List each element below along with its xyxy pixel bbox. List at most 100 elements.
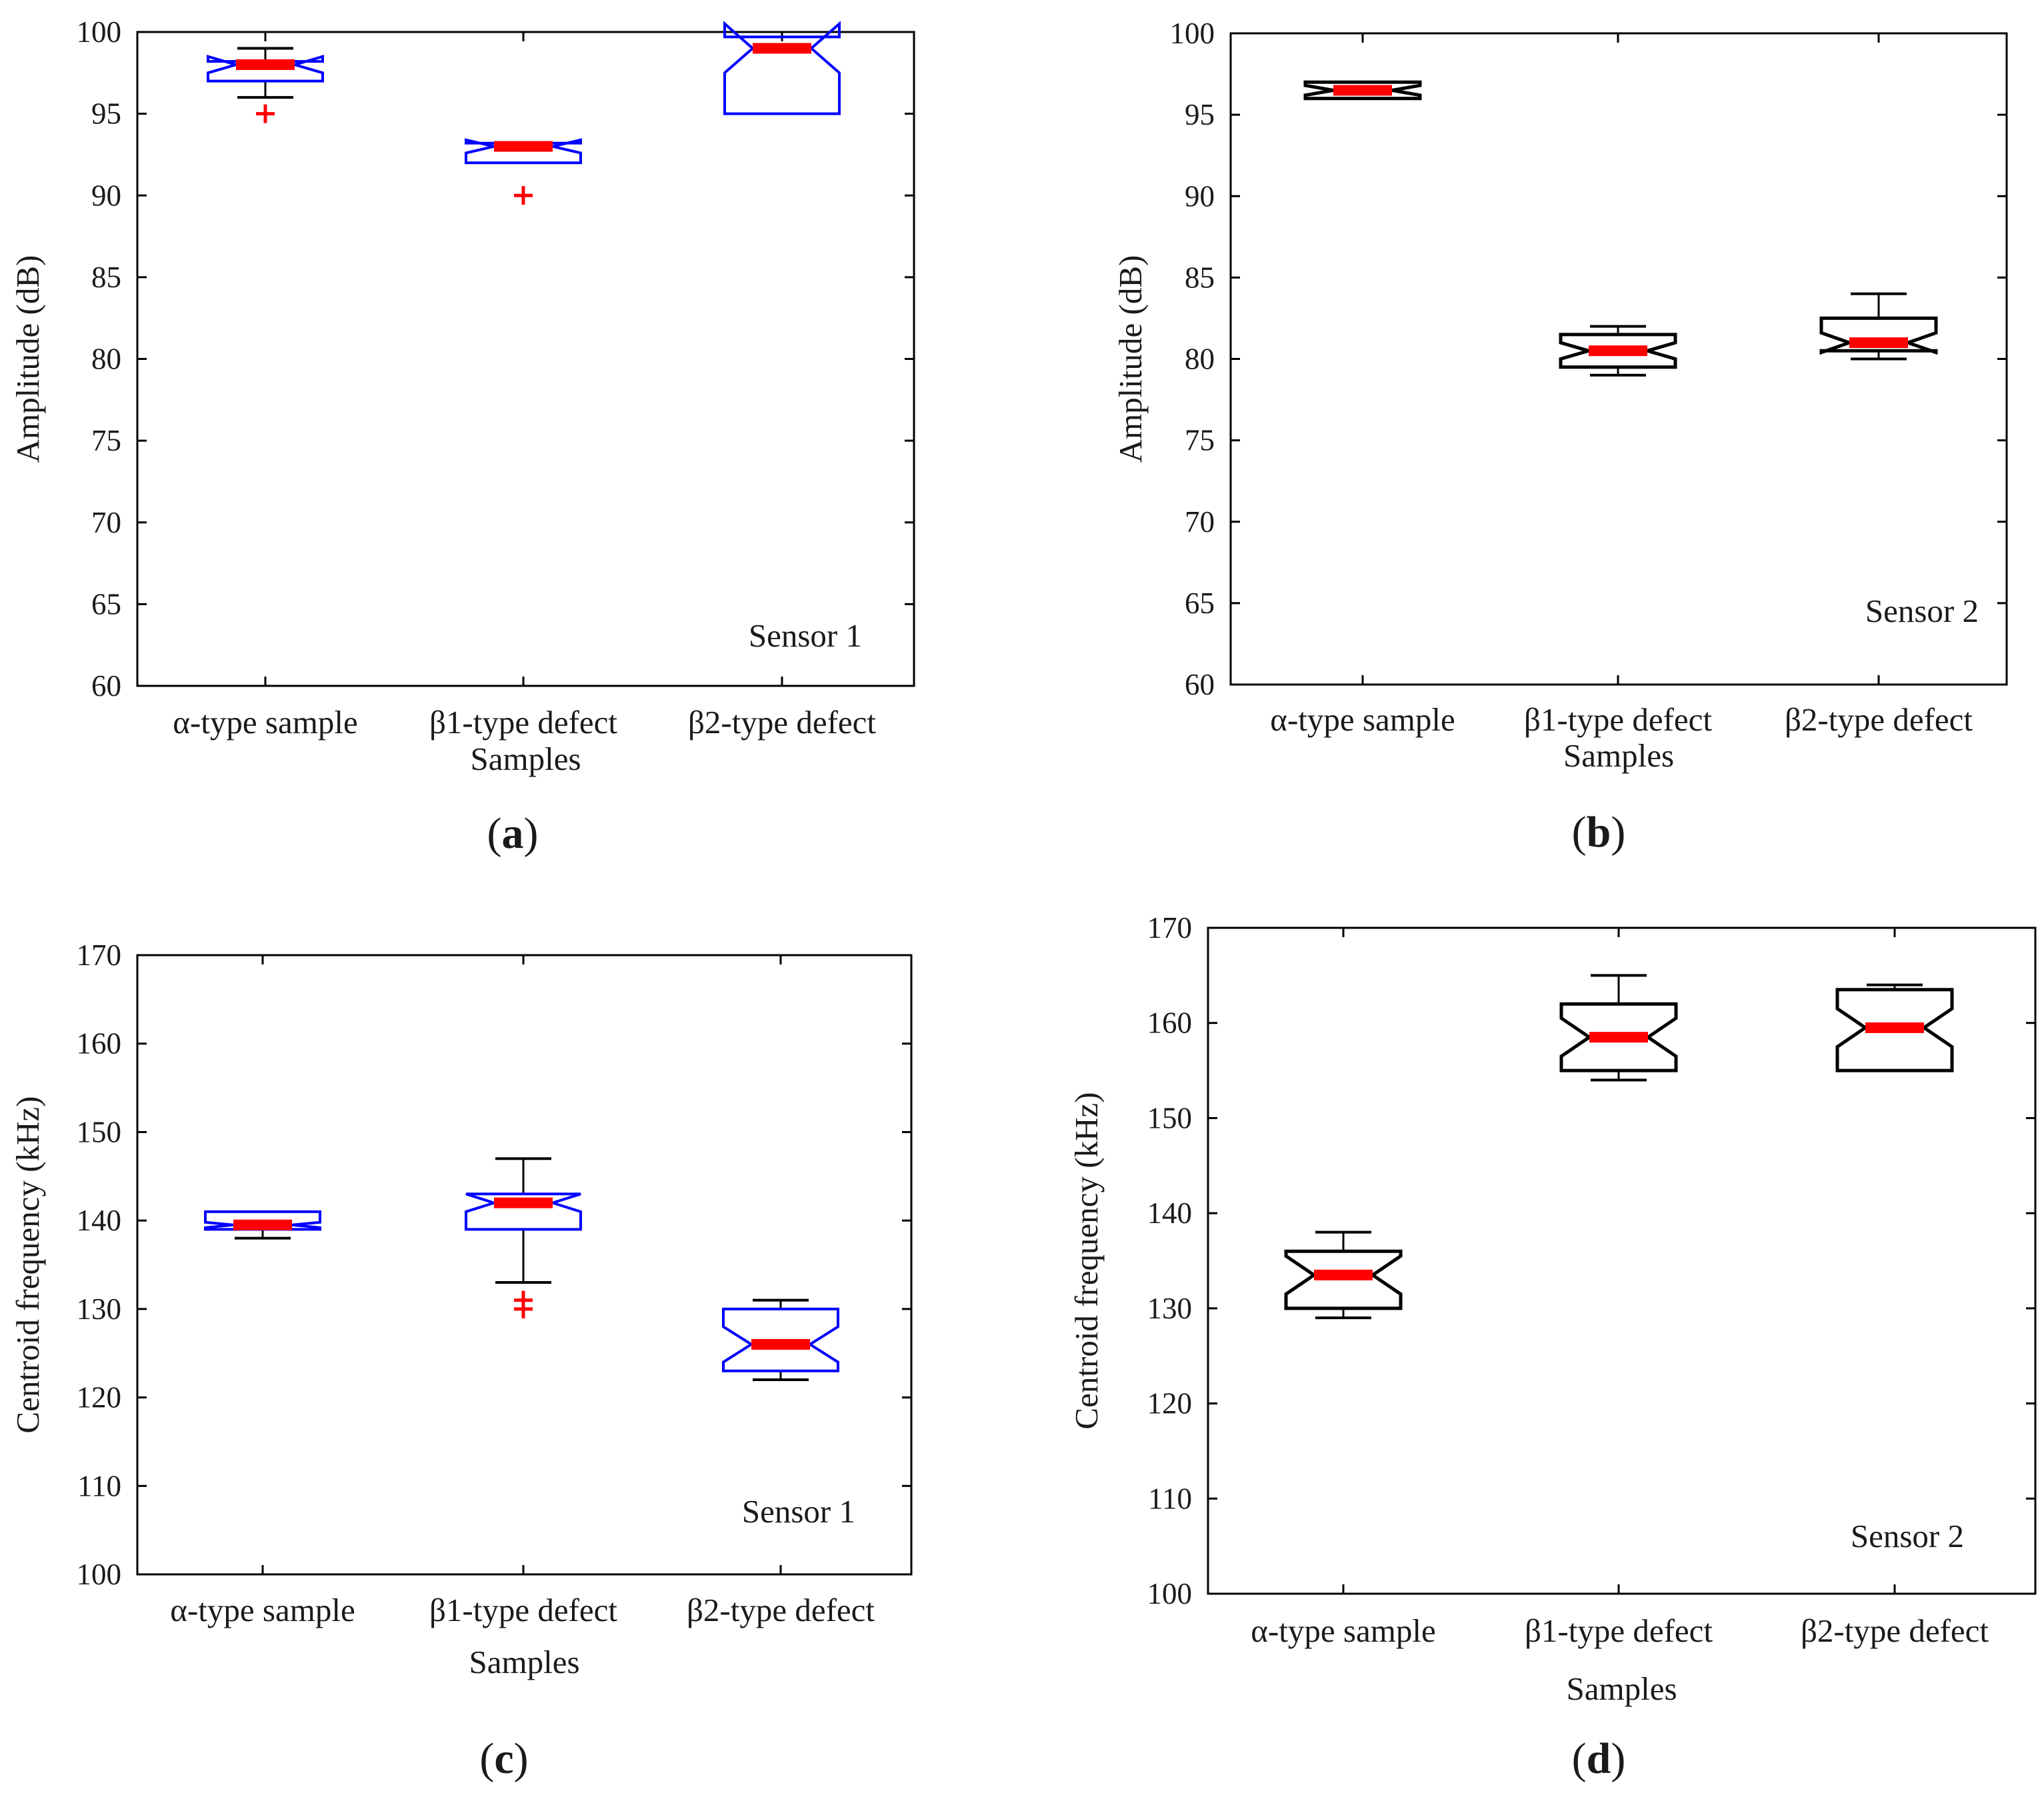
panel-letter: (b): [1572, 808, 1626, 857]
y-tick-label: 160: [77, 1027, 122, 1060]
notched-box: [1835, 988, 1954, 1072]
sensor-label: Sensor 2: [1851, 1518, 1964, 1554]
y-tick-label: 140: [77, 1204, 122, 1237]
x-category-label: α-type sample: [1251, 1612, 1435, 1649]
panel-letter-value: b: [1587, 808, 1611, 857]
x-category-label: β2-type defect: [1785, 701, 1973, 738]
outlier-marker: [256, 104, 275, 123]
y-tick-label: 140: [1147, 1196, 1193, 1230]
x-axis-label: Samples: [470, 741, 581, 777]
box-3: [1819, 292, 1938, 361]
y-tick-label: 130: [1147, 1292, 1193, 1325]
y-tick-label: 90: [1185, 179, 1215, 213]
y-axis-label: Centroid frequency (kHz): [9, 1096, 46, 1433]
y-tick-label: 65: [1185, 587, 1215, 620]
x-category-label: β2-type defect: [1801, 1612, 1989, 1649]
sensor-label: Sensor 1: [749, 617, 862, 654]
y-tick-label: 170: [1147, 911, 1193, 944]
notched-box: [1819, 316, 1938, 355]
y-tick-label: 85: [1185, 261, 1215, 294]
box-1: [204, 1210, 321, 1240]
y-tick-label: 65: [91, 587, 121, 621]
panel-letter: (c): [479, 1734, 528, 1783]
y-tick-label: 160: [1147, 1006, 1193, 1040]
box-1: [1303, 80, 1422, 101]
x-category-label: α-type sample: [170, 1592, 355, 1628]
x-category-label: α-type sample: [1270, 701, 1455, 738]
y-tick-label: 130: [77, 1292, 122, 1326]
notched-box: [1559, 333, 1677, 369]
x-category-label: β1-type defect: [429, 704, 617, 741]
notched-box: [1559, 1002, 1678, 1072]
panel-letter: (a): [487, 809, 539, 858]
x-axis-label: Samples: [469, 1644, 579, 1680]
x-axis-label: Samples: [1566, 1670, 1677, 1707]
panel-c: 100 110 120 130 140 150 160 170 α-type sample β1-…: [9, 938, 913, 1680]
y-tick-label: 100: [1170, 17, 1215, 50]
y-tick-label: 110: [77, 1469, 121, 1502]
y-tick-label: 150: [1147, 1101, 1193, 1134]
box-2: [1559, 974, 1678, 1082]
x-category-label: β2-type defect: [688, 704, 876, 741]
box-3: [1835, 983, 1954, 1072]
y-tick-label: 70: [1185, 505, 1215, 539]
y-tick-label: 60: [1185, 668, 1215, 701]
y-tick-label: 85: [91, 261, 121, 294]
y-tick-label: 60: [91, 669, 121, 703]
x-category-label: α-type sample: [173, 704, 357, 741]
notched-box: [1303, 80, 1422, 101]
notched-box: [465, 138, 582, 165]
panel-letter-value: a: [502, 809, 524, 858]
notched-box: [723, 21, 841, 115]
box-3: [722, 1298, 839, 1382]
panel-d: 100 110 120 130 140 150 160 170 α-type sample β1-…: [1068, 911, 2037, 1707]
box-2: [465, 138, 582, 205]
y-axis-label: Amplitude (dB): [1112, 255, 1149, 463]
box-1: [1284, 1230, 1403, 1320]
notched-box: [204, 1210, 321, 1231]
x-category-label: β1-type defect: [1525, 1612, 1713, 1649]
y-tick-label: 150: [77, 1115, 122, 1148]
box-1: [207, 47, 324, 123]
x-category-label: β1-type defect: [429, 1592, 617, 1628]
panel-b: 60 65 70 75 80 85 90 95 100 α-type sample β1-type …: [1112, 17, 2008, 774]
y-tick-label: 170: [77, 938, 122, 972]
y-tick-label: 120: [1147, 1387, 1193, 1420]
notched-box: [1284, 1249, 1403, 1310]
x-category-label: β1-type defect: [1524, 701, 1712, 738]
y-tick-label: 100: [77, 1558, 122, 1591]
sensor-label: Sensor 2: [1865, 593, 1979, 629]
notched-box: [465, 1192, 582, 1231]
y-tick-label: 75: [1185, 424, 1215, 457]
y-tick-label: 80: [1185, 343, 1215, 376]
y-tick-label: 90: [91, 179, 121, 212]
panel-letter-value: d: [1587, 1734, 1611, 1783]
y-tick-label: 100: [1147, 1577, 1193, 1610]
panel-a: 60 65 70 75 80 85 90 95 100 α-type sample β1-type …: [9, 15, 915, 777]
x-category-label: β2-type defect: [687, 1592, 875, 1628]
y-axis-label: Amplitude (dB): [9, 255, 46, 463]
panel-letter: (d): [1572, 1734, 1626, 1783]
outlier-marker: [514, 186, 533, 205]
plot-frame: [136, 31, 915, 687]
box-2: [465, 1157, 582, 1318]
y-tick-label: 100: [77, 15, 122, 49]
plot-frame: [1207, 926, 2037, 1595]
box-2: [1559, 325, 1677, 377]
y-axis-label: Centroid frequency (kHz): [1068, 1092, 1105, 1429]
sensor-label: Sensor 1: [742, 1493, 855, 1530]
y-tick-label: 120: [77, 1381, 122, 1414]
outlier-marker: [514, 1290, 533, 1310]
box-3: [723, 21, 841, 115]
notched-box: [722, 1307, 839, 1372]
y-tick-label: 95: [1185, 98, 1215, 131]
y-tick-label: 95: [91, 97, 121, 131]
y-tick-label: 70: [91, 506, 121, 539]
panel-letter-value: c: [494, 1734, 513, 1783]
y-tick-label: 80: [91, 343, 121, 376]
x-axis-label: Samples: [1563, 737, 1674, 774]
notched-box: [207, 55, 324, 83]
y-tick-label: 75: [91, 424, 121, 457]
y-tick-label: 110: [1148, 1482, 1192, 1515]
